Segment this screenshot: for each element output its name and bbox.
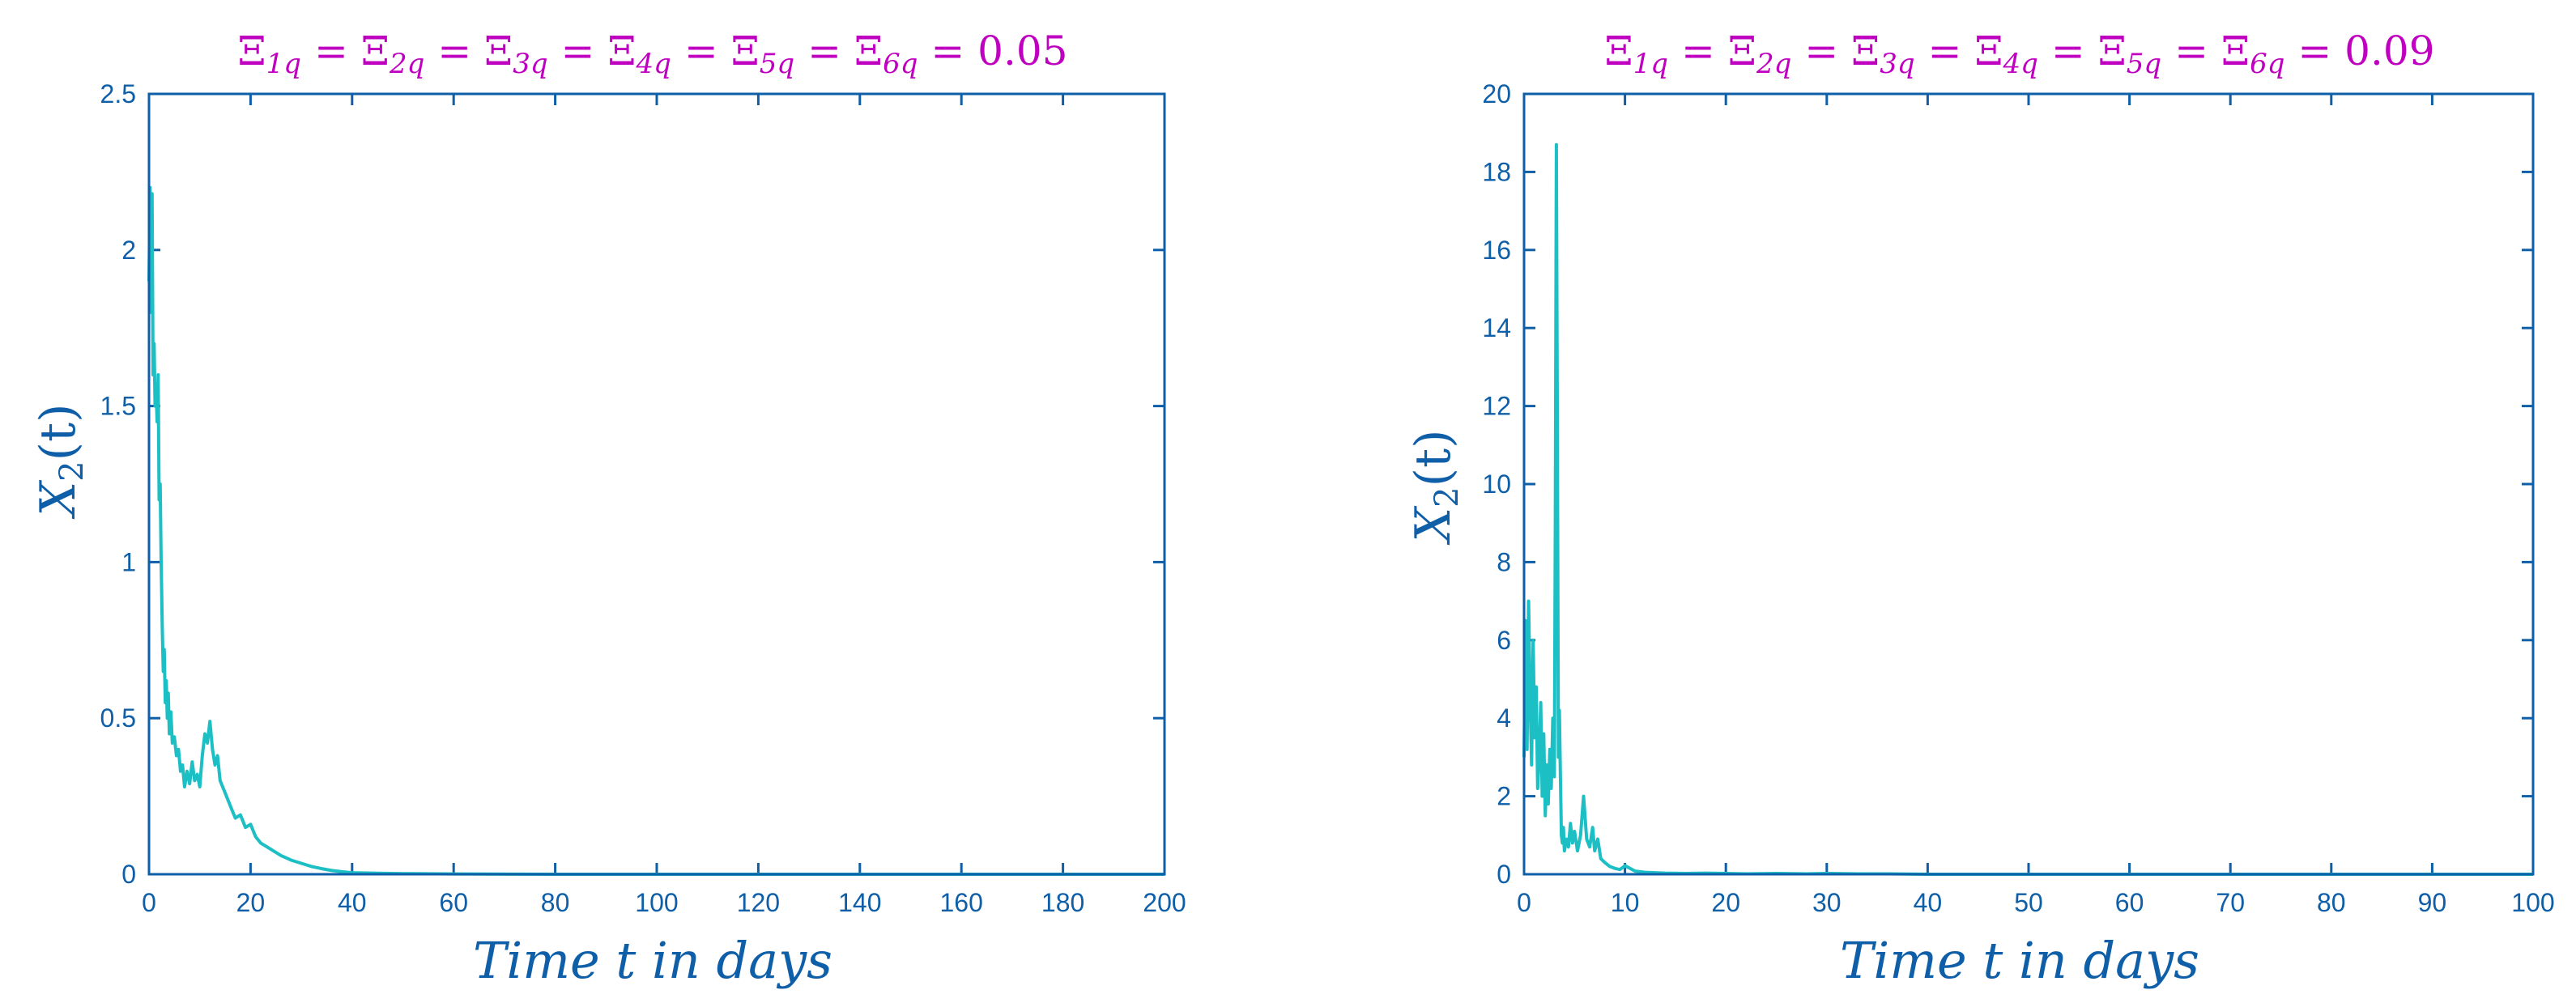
left-ytick-label: 2 [121,236,136,265]
right-ytick-label: 18 [1482,157,1511,186]
right-tick-labels: 0 10 20 30 40 50 60 70 80 90 100 0 2 4 6 8 10 12 14 16 18 20 [1482,79,2554,917]
right-xtick-label: 100 [2511,888,2554,917]
right-xtick-label: 50 [2014,888,2043,917]
right-xtick-label: 20 [1711,888,1740,917]
left-y-axis-label: X2(t) [30,403,91,519]
right-ticks [1522,92,2535,876]
right-ytick-label: 20 [1482,79,1511,108]
left-x-axis-label: Time t in days [473,931,832,990]
left-xtick-label: 180 [1041,888,1084,917]
left-ytick-label: 1.5 [100,392,136,421]
left-xtick-label: 100 [635,888,678,917]
right-ytick-label: 12 [1482,392,1511,421]
right-ytick-label: 8 [1497,547,1511,576]
right-xtick-label: 70 [2216,888,2245,917]
left-series-line [147,185,1165,876]
right-xtick-label: 90 [2418,888,2447,917]
left-ytick-label: 1 [121,547,136,576]
right-plot-frame [1522,92,2535,876]
left-xtick-label: 60 [439,888,468,917]
left-xtick-label: 80 [541,888,570,917]
left-xtick-label: 20 [236,888,266,917]
right-ytick-label: 2 [1497,782,1511,811]
left-chart-panel: Ξ1q = Ξ2q = Ξ3q = Ξ4q = Ξ5q = Ξ6q = 0.05… [30,28,1186,990]
left-xtick-label: 120 [737,888,780,917]
right-xtick-label: 30 [1812,888,1842,917]
left-chart-title: Ξ1q = Ξ2q = Ξ3q = Ξ4q = Ξ5q = Ξ6q = 0.05 [237,28,1067,80]
left-xtick-label: 200 [1143,888,1186,917]
right-xtick-label: 40 [1914,888,1943,917]
right-chart-panel: Ξ1q = Ξ2q = Ξ3q = Ξ4q = Ξ5q = Ξ6q = 0.09… [1405,28,2555,990]
right-ytick-label: 10 [1482,470,1511,499]
left-xtick-label: 0 [142,888,156,917]
left-ytick-label: 0 [121,860,136,889]
right-y-axis-label: X2(t) [1405,429,1466,545]
left-tick-labels: 0 20 40 60 80 100 120 140 160 180 200 0 0.5 1 1.5 2 2.5 [100,79,1186,917]
right-ytick-label: 14 [1482,313,1511,342]
left-ytick-label: 2.5 [100,79,136,108]
left-xtick-label: 160 [940,888,983,917]
left-plot-frame [147,92,1166,876]
right-ytick-label: 16 [1482,236,1511,265]
right-x-axis-label: Time t in days [1840,931,2199,990]
right-xtick-label: 60 [2115,888,2144,917]
right-ytick-label: 6 [1497,626,1511,655]
right-xtick-label: 80 [2317,888,2346,917]
left-ytick-label: 0.5 [100,703,136,733]
right-xtick-label: 10 [1611,888,1640,917]
left-xtick-label: 140 [838,888,881,917]
right-series-line [1522,142,2533,876]
right-ytick-label: 0 [1497,860,1511,889]
right-chart-title: Ξ1q = Ξ2q = Ξ3q = Ξ4q = Ξ5q = Ξ6q = 0.09 [1604,28,2434,80]
left-xtick-label: 40 [338,888,367,917]
right-xtick-label: 0 [1517,888,1531,917]
left-ticks [147,92,1166,876]
right-ytick-label: 4 [1497,703,1511,733]
